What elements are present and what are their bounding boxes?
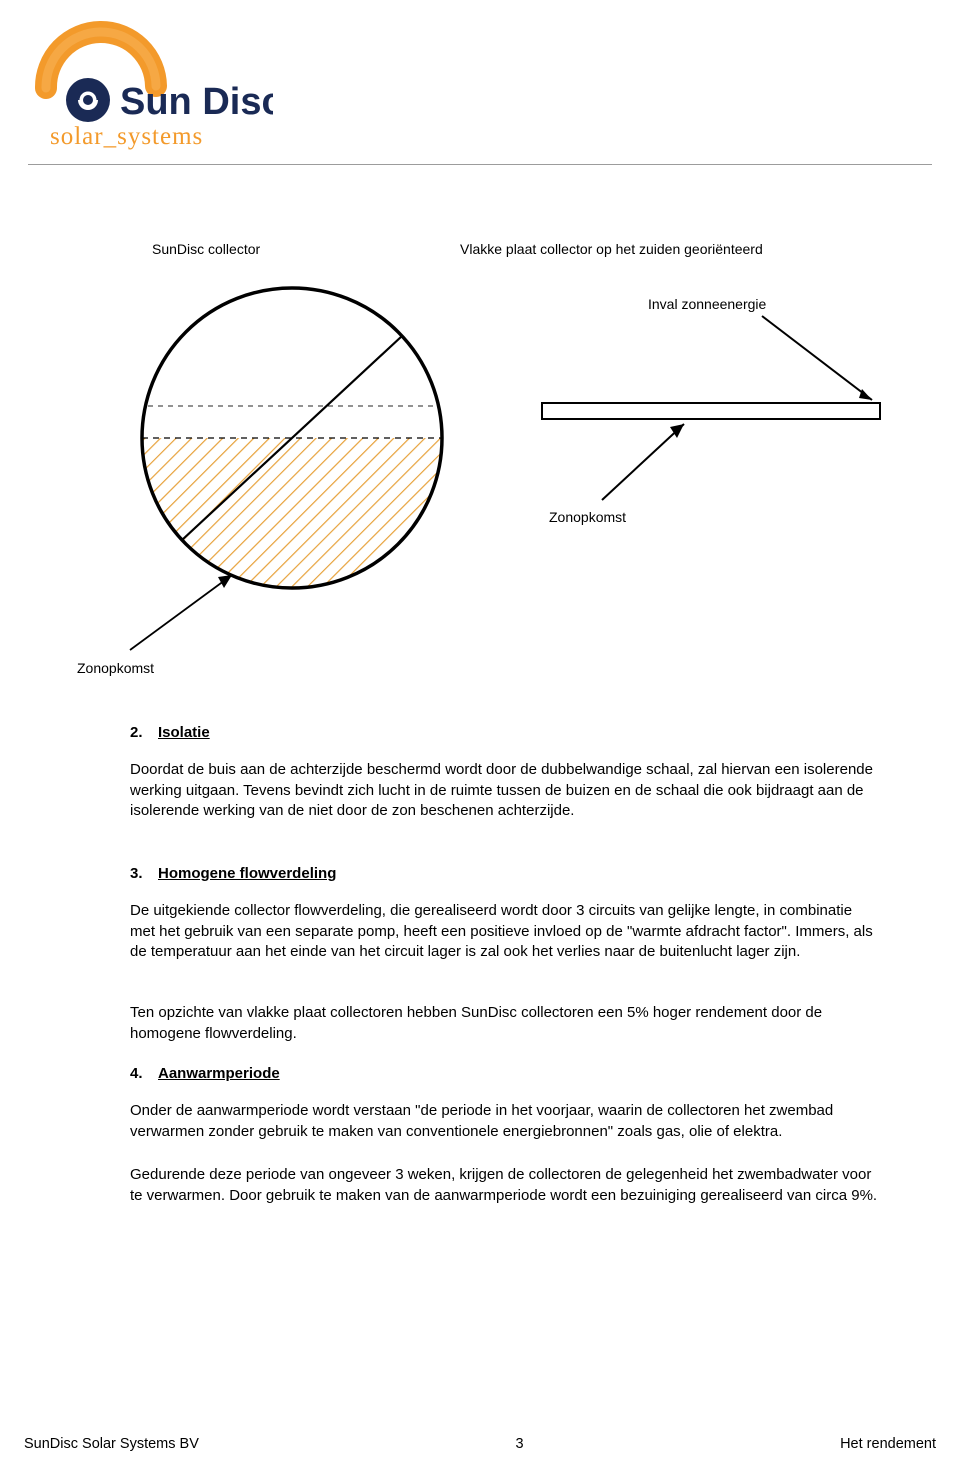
header-divider <box>28 164 932 166</box>
footer-right: Het rendement <box>840 1436 936 1452</box>
section3-number: 3. <box>130 865 143 882</box>
section3-para1: De uitgekiende collector flowverdeling, … <box>130 901 878 963</box>
diagram-label-inval: Inval zonneenergie <box>648 296 766 312</box>
diagram-svg <box>102 278 882 668</box>
section4-para1: Onder de aanwarmperiode wordt verstaan "… <box>130 1101 878 1142</box>
section4-para2: Gedurende deze periode van ongeveer 3 we… <box>130 1165 878 1206</box>
page-root: Sun Disc solar_systems SunDisc collector… <box>0 0 960 1458</box>
diagram-figure <box>102 278 882 673</box>
section2-para: Doordat de buis aan de achterzijde besch… <box>130 760 878 822</box>
diagram-label-left-top: SunDisc collector <box>152 241 260 257</box>
section3-para2: Ten opzichte van vlakke plaat collectore… <box>130 1003 878 1044</box>
logo-tagline: solar_systems <box>50 123 203 150</box>
diagram-label-zonopkomst-right: Zonopkomst <box>549 509 626 525</box>
page-footer: SunDisc Solar Systems BV 3 Het rendement <box>24 1436 936 1452</box>
diagram-label-right-top: Vlakke plaat collector op het zuiden geo… <box>460 241 763 257</box>
logo-main-text: Sun Disc <box>120 81 273 123</box>
section2-title: Isolatie <box>158 724 210 741</box>
company-logo: Sun Disc solar_systems <box>28 14 273 161</box>
section3-title: Homogene flowverdeling <box>158 865 336 882</box>
section2-number: 2. <box>130 724 143 741</box>
diagram-label-zonopkomst-left: Zonopkomst <box>77 660 154 676</box>
logo-svg: Sun Disc solar_systems <box>28 14 273 156</box>
section4-number: 4. <box>130 1065 143 1082</box>
footer-left: SunDisc Solar Systems BV <box>24 1436 199 1452</box>
footer-page-number: 3 <box>515 1436 523 1452</box>
section4-title: Aanwarmperiode <box>158 1065 280 1082</box>
